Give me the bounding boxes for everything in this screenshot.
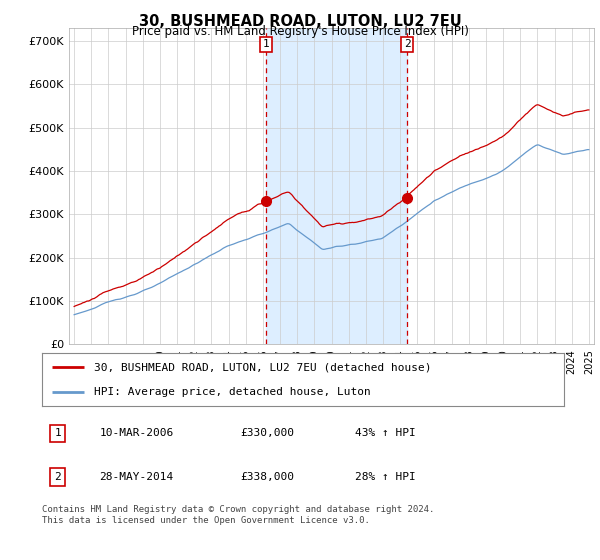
Text: 1: 1 — [54, 428, 61, 438]
Text: 1: 1 — [263, 39, 269, 49]
Text: 28-MAY-2014: 28-MAY-2014 — [100, 472, 173, 482]
Text: 43% ↑ HPI: 43% ↑ HPI — [355, 428, 416, 438]
Text: 30, BUSHMEAD ROAD, LUTON, LU2 7EU (detached house): 30, BUSHMEAD ROAD, LUTON, LU2 7EU (detac… — [94, 362, 432, 372]
Text: 10-MAR-2006: 10-MAR-2006 — [100, 428, 173, 438]
Text: HPI: Average price, detached house, Luton: HPI: Average price, detached house, Luto… — [94, 386, 371, 396]
Text: Price paid vs. HM Land Registry's House Price Index (HPI): Price paid vs. HM Land Registry's House … — [131, 25, 469, 38]
Text: 30, BUSHMEAD ROAD, LUTON, LU2 7EU: 30, BUSHMEAD ROAD, LUTON, LU2 7EU — [139, 14, 461, 29]
Text: 2: 2 — [54, 472, 61, 482]
Text: £338,000: £338,000 — [241, 472, 295, 482]
Text: £330,000: £330,000 — [241, 428, 295, 438]
Text: 2: 2 — [404, 39, 410, 49]
Text: Contains HM Land Registry data © Crown copyright and database right 2024.
This d: Contains HM Land Registry data © Crown c… — [42, 505, 434, 525]
Bar — [266, 28, 407, 344]
Text: 28% ↑ HPI: 28% ↑ HPI — [355, 472, 416, 482]
